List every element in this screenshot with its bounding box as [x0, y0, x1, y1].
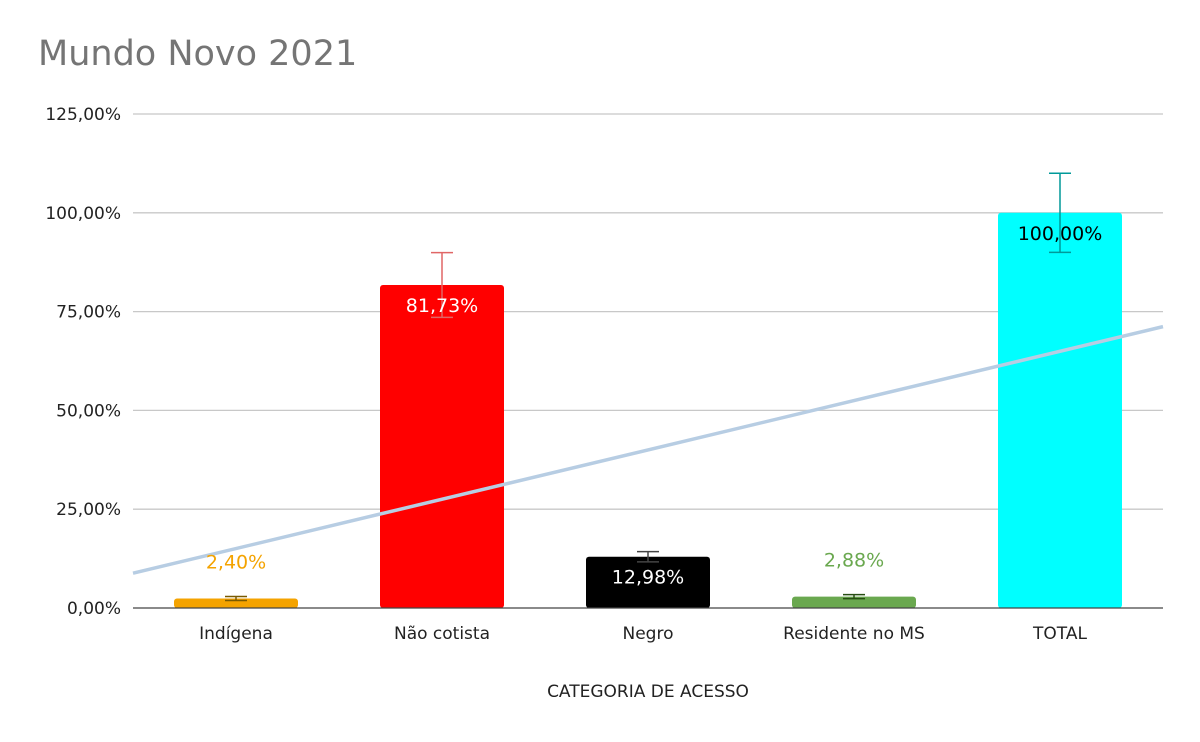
x-tick-label: TOTAL	[1032, 624, 1087, 644]
bar	[998, 212, 1122, 609]
y-tick-label: 75,00%	[56, 303, 121, 323]
bar	[380, 285, 504, 608]
bar	[792, 596, 916, 608]
y-tick-label: 125,00%	[45, 105, 121, 125]
x-tick-label: Negro	[623, 624, 674, 644]
data-label: 2,88%	[824, 550, 884, 572]
x-tick-label: Residente no MS	[783, 624, 925, 644]
x-tick-label: Não cotista	[394, 624, 490, 644]
error-bars	[225, 172, 1071, 602]
gridlines	[133, 113, 1163, 510]
y-tick-label: 25,00%	[56, 500, 121, 520]
data-label: 2,40%	[206, 552, 266, 574]
data-label: 81,73%	[406, 295, 478, 317]
y-tick-label: 0,00%	[67, 599, 121, 619]
trendline	[132, 324, 1164, 575]
x-tick-label: Indígena	[199, 624, 273, 644]
bars	[174, 212, 1122, 609]
bar	[586, 556, 710, 608]
y-tick-label: 100,00%	[45, 204, 121, 224]
chart-title: Mundo Novo 2021	[38, 34, 358, 74]
bar	[174, 598, 298, 608]
x-axis-title: CATEGORIA DE ACESSO	[547, 682, 749, 702]
data-label: 100,00%	[1018, 223, 1103, 245]
data-labels: 2,40% 81,73% 12,98% 2,88% 100,00%	[206, 223, 1102, 589]
y-axis-tick-labels: 0,00% 25,00% 50,00% 75,00% 100,00% 125,00%	[45, 105, 121, 619]
y-tick-label: 50,00%	[56, 401, 121, 421]
data-label: 12,98%	[612, 567, 684, 589]
x-axis-category-labels: Indígena Não cotista Negro Residente no MS T…	[199, 624, 1087, 644]
